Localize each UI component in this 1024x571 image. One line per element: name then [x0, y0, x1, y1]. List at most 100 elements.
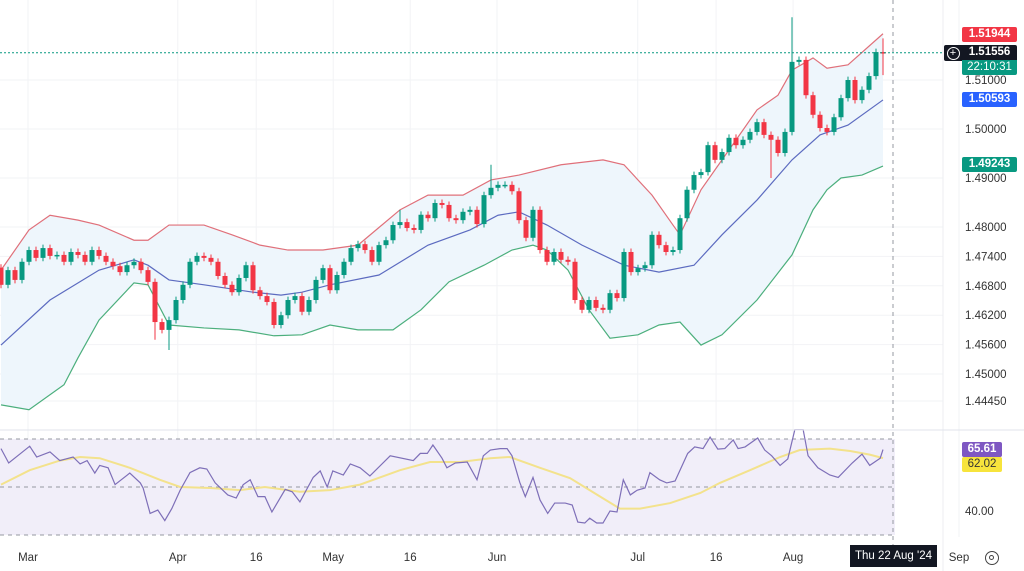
candle-up: [789, 61, 795, 132]
candle-down: [761, 122, 767, 135]
price-axis-label: 1.50000: [965, 124, 1007, 136]
candle-up: [334, 275, 340, 291]
candle-up: [348, 248, 354, 262]
candle-up: [68, 251, 74, 262]
candle-down: [768, 134, 774, 140]
candle-down: [201, 255, 207, 258]
candle-down: [327, 268, 333, 291]
price-axis-label: 1.46800: [965, 281, 1007, 293]
candle-down: [110, 261, 116, 267]
candle-up: [187, 261, 193, 285]
candle-down: [453, 218, 459, 221]
candle-up: [194, 255, 200, 262]
candle-down: [810, 95, 816, 115]
candle-up: [432, 202, 438, 219]
candle-down: [75, 251, 81, 255]
candle-down: [544, 250, 550, 262]
candle-up: [383, 240, 389, 246]
candle-down: [439, 202, 445, 205]
add-alert-button[interactable]: +: [944, 45, 962, 61]
candle-up: [621, 251, 627, 299]
candles: [0, 17, 943, 350]
candle-down: [103, 255, 109, 262]
candle-up: [236, 277, 242, 293]
candle-up: [313, 279, 319, 301]
candle-down: [33, 250, 39, 258]
rsi-pane: [0, 429, 895, 536]
countdown-tag: 22:10:31: [962, 60, 1017, 75]
candle-up: [397, 222, 403, 226]
candle-down: [61, 254, 67, 262]
candle-up: [866, 76, 872, 90]
candle-down: [509, 184, 515, 192]
price-axis-label: 1.44450: [965, 396, 1007, 408]
settings-icon[interactable]: [985, 551, 999, 565]
candle-down: [537, 209, 543, 251]
candle-up: [173, 300, 179, 321]
time-axis-label: Sep: [949, 552, 969, 564]
candle-down: [474, 209, 480, 225]
candle-up: [747, 131, 753, 140]
candle-up: [26, 250, 32, 262]
time-axis-label: Jun: [488, 552, 507, 564]
candle-up: [243, 265, 249, 278]
candle-up: [691, 175, 697, 190]
lower-band-tag: 1.49243: [962, 157, 1017, 172]
rsi-axis-label: 40.00: [965, 506, 994, 518]
rsi-ma-line: [0, 447, 884, 510]
candle-down: [824, 128, 830, 132]
candle-down: [404, 222, 410, 228]
candle-up: [89, 250, 95, 262]
time-axis-label: Mar: [18, 552, 38, 564]
candle-up: [726, 137, 732, 153]
price-axis-label: 1.45000: [965, 369, 1007, 381]
candle-down: [264, 296, 270, 302]
candle-up: [341, 261, 347, 276]
candle-up: [19, 261, 25, 280]
time-axis-label: 16: [710, 552, 723, 564]
candle-up: [635, 268, 641, 273]
candle-down: [362, 244, 368, 251]
candle-down: [628, 251, 634, 273]
candle-up: [376, 245, 382, 262]
candle-down: [82, 254, 88, 262]
rsi-ma-value-tag: 62.02: [962, 457, 1002, 472]
candle-down: [516, 191, 522, 221]
plus-circle-icon: +: [946, 46, 960, 60]
candle-down: [817, 114, 823, 129]
candle-up: [859, 89, 865, 101]
candle-down: [565, 259, 571, 262]
candle-up: [166, 320, 172, 330]
candle-up: [698, 172, 704, 176]
candle-down: [12, 270, 18, 280]
candle-down: [803, 59, 809, 96]
candle-down: [222, 276, 228, 285]
price-axis-label: 1.46200: [965, 310, 1007, 322]
candle-down: [775, 139, 781, 154]
candle-up: [460, 211, 466, 221]
candle-up: [551, 251, 557, 262]
candle-up: [705, 145, 711, 173]
candle-up: [530, 209, 536, 238]
price-axis-label: 1.45600: [965, 340, 1007, 352]
candle-down: [152, 281, 158, 323]
candle-down: [523, 220, 529, 238]
bollinger-bands: [0, 33, 884, 411]
candle-down: [572, 261, 578, 301]
rsi-value-tag: 65.61: [962, 442, 1002, 457]
candle-down: [411, 227, 417, 230]
upper-band-tag: 1.51944: [962, 27, 1017, 42]
candle-down: [579, 300, 585, 310]
candle-down: [138, 261, 144, 271]
candle-down: [593, 300, 599, 308]
candle-up: [607, 293, 613, 310]
candle-up: [54, 254, 60, 257]
candle-down: [47, 248, 53, 256]
candle-up: [131, 261, 137, 266]
candle-up: [838, 98, 844, 118]
time-axis-label: 16: [404, 552, 417, 564]
candle-up: [719, 152, 725, 160]
candle-up: [873, 52, 879, 77]
rsi-line: [0, 429, 884, 524]
